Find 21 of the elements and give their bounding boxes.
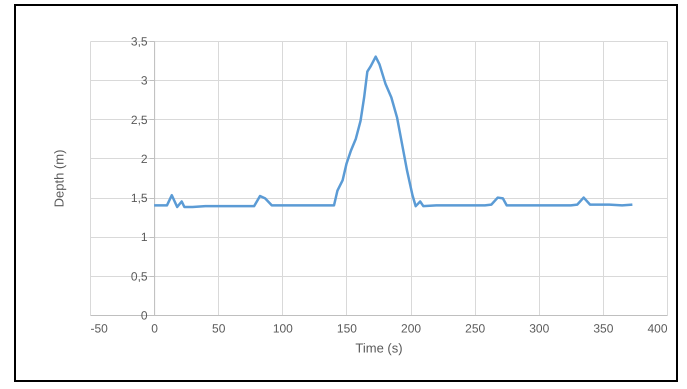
y-tick-label: 1 [140,230,148,244]
y-axis-title: Depth (m) [52,150,66,208]
x-tick-label: 50 [212,322,226,336]
x-tick-label: 0 [151,322,158,336]
y-tick-label: 0,5 [130,269,148,284]
x-tick-label: 100 [272,322,294,336]
x-tick-label: 150 [336,322,358,336]
x-tick-label: 400 [647,322,668,336]
line-series [152,55,634,208]
y-tick-label: 2 [140,152,148,166]
x-tick-label: 250 [465,322,486,336]
x-tick-label: 300 [529,322,550,336]
y-tick-label: 2,5 [130,112,148,127]
x-tick-label: 350 [593,322,614,336]
y-tick-label: 3,5 [130,34,148,48]
y-tick-label: 3 [140,74,148,88]
x-tick-label: 200 [401,322,422,336]
y-tick-label: 0 [140,308,148,322]
x-tick-label: -50 [90,322,108,336]
x-axis-title: Time (s) [355,340,403,356]
y-tick-label: 1,5 [130,191,148,206]
